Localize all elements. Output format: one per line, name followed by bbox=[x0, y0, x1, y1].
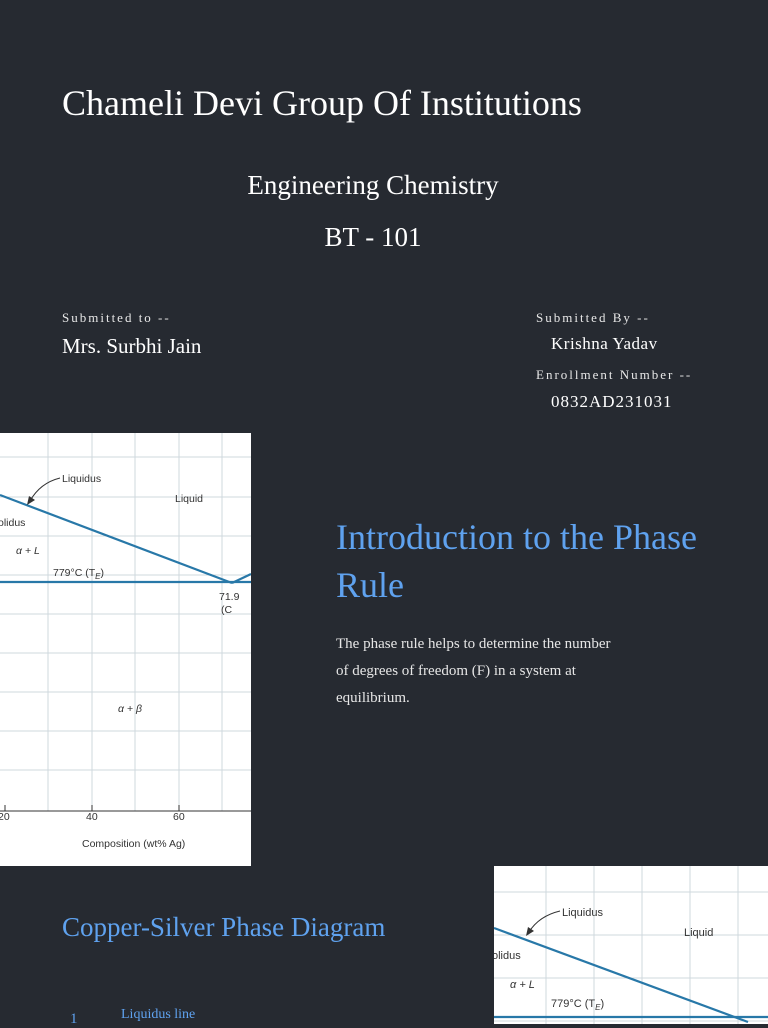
eutectic-comp-label: 71.9 bbox=[219, 591, 240, 603]
phase-diagram-image-2: Liquidus Liquid olidus α + L 779°C (TE) bbox=[494, 866, 768, 1024]
solidus-label-2: olidus bbox=[494, 950, 521, 962]
intro-body: The phase rule helps to determine the nu… bbox=[336, 636, 611, 706]
phase-diagram-image: Liquidus Liquid olidus α + L 779°C (TE) … bbox=[0, 433, 251, 866]
liquid-label-2: Liquid bbox=[684, 927, 713, 939]
institution-title: Chameli Devi Group Of Institutions bbox=[62, 83, 582, 123]
copper-silver-title: Copper-Silver Phase Diagram bbox=[62, 912, 386, 942]
course-name: Engineering Chemistry bbox=[247, 170, 499, 200]
x-tick-40: 40 bbox=[86, 811, 98, 823]
eutectic-temp-label: 779°C (TE) bbox=[53, 567, 104, 581]
alpha-l-label-2: α + L bbox=[510, 979, 535, 991]
list-item-liquidus: Liquidus line bbox=[121, 1007, 196, 1022]
submitted-by-name: Krishna Yadav bbox=[551, 334, 658, 353]
solidus-label: olidus bbox=[0, 517, 25, 529]
eutectic-temp-label-2: 779°C (TE) bbox=[551, 998, 604, 1012]
intro-title: Introduction to the Phase Rule bbox=[336, 517, 697, 605]
submitted-to-name: Mrs. Surbhi Jain bbox=[62, 334, 202, 358]
x-tick-20: 20 bbox=[0, 811, 10, 823]
alpha-l-label: α + L bbox=[16, 545, 40, 557]
list-number: 1 bbox=[70, 1011, 78, 1027]
liquidus-label-2: Liquidus bbox=[562, 907, 603, 919]
course-code: BT - 101 bbox=[324, 222, 422, 252]
liquid-label: Liquid bbox=[175, 493, 203, 505]
enrollment-number: 0832AD231031 bbox=[551, 392, 673, 411]
eutectic-comp-sub: (C bbox=[221, 604, 232, 616]
enrollment-label: Enrollment Number -- bbox=[536, 367, 693, 382]
submitted-by-label: Submitted By -- bbox=[536, 310, 650, 325]
x-tick-60: 60 bbox=[173, 811, 185, 823]
submitted-to-label: Submitted to -- bbox=[62, 310, 171, 325]
x-axis-label: Composition (wt% Ag) bbox=[82, 838, 185, 850]
alpha-beta-label: α + β bbox=[118, 703, 142, 715]
liquidus-label: Liquidus bbox=[62, 473, 101, 485]
